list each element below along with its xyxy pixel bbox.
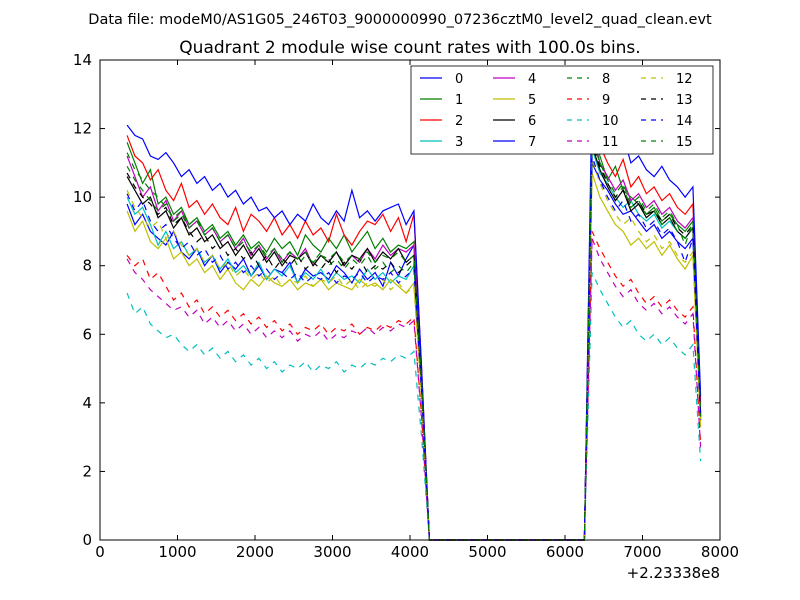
y-tick-label: 6 — [82, 325, 92, 343]
y-tick-label: 2 — [82, 462, 92, 480]
x-tick-label: 6000 — [546, 543, 584, 561]
legend-item-13: 13 — [641, 93, 693, 108]
y-tick-label: 10 — [73, 188, 92, 206]
x-tick-label: 7000 — [623, 543, 661, 561]
legend-item-10: 10 — [567, 114, 619, 129]
x-tick-label: 1000 — [158, 543, 196, 561]
series-line-9 — [126, 231, 702, 541]
x-axis-ticks: 0 1000 2000 3000 4000 5000 6000 7000 8000 — [95, 60, 739, 561]
series-line-14 — [126, 155, 702, 541]
legend-label: 1 — [455, 93, 463, 108]
series-line-1 — [126, 118, 702, 541]
x-tick-label: 0 — [95, 543, 105, 561]
series-line-8 — [126, 135, 702, 541]
legend-item-2: 2 — [420, 114, 463, 129]
y-tick-label: 12 — [73, 120, 92, 138]
legend-label: 15 — [676, 135, 693, 150]
plot-lines — [126, 85, 702, 541]
legend-label: 11 — [602, 135, 619, 150]
x-tick-label: 2000 — [236, 543, 274, 561]
x-tick-label: 8000 — [701, 543, 739, 561]
legend-label: 9 — [602, 93, 610, 108]
y-tick-label: 14 — [73, 51, 92, 69]
legend-item-3: 3 — [420, 135, 463, 150]
legend-label: 5 — [528, 93, 536, 108]
series-line-13 — [126, 142, 702, 541]
legend-item-8: 8 — [567, 72, 610, 87]
legend-item-0: 0 — [420, 72, 463, 87]
legend-item-9: 9 — [567, 93, 610, 108]
series-line-12 — [126, 159, 702, 541]
legend-item-4: 4 — [493, 72, 536, 87]
legend-label: 13 — [676, 93, 693, 108]
series-line-2 — [126, 111, 702, 541]
legend-label: 2 — [455, 114, 463, 129]
series-line-6 — [126, 145, 702, 541]
x-tick-label: 5000 — [468, 543, 506, 561]
legend-label: 3 — [455, 135, 463, 150]
series-line-7 — [126, 85, 702, 541]
legend-label: 6 — [528, 114, 536, 129]
legend-label: 8 — [602, 72, 610, 87]
legend-item-5: 5 — [493, 93, 536, 108]
x-axis-offset-label: +2.23338e8 — [627, 564, 720, 582]
series-line-10 — [126, 272, 702, 541]
legend-label: 4 — [528, 72, 536, 87]
x-tick-label: 4000 — [391, 543, 429, 561]
legend-item-12: 12 — [641, 72, 693, 87]
chart-suptitle: Data file: modeM0/AS1G05_246T03_90000009… — [88, 12, 712, 28]
y-tick-label: 0 — [82, 531, 92, 549]
chart-title: Quadrant 2 module wise count rates with … — [179, 38, 640, 58]
legend-label: 0 — [455, 72, 463, 87]
legend-item-14: 14 — [641, 114, 693, 129]
legend-item-1: 1 — [420, 93, 463, 108]
series-line-15 — [126, 138, 702, 541]
series-line-5 — [126, 172, 702, 541]
legend-item-7: 7 — [493, 135, 536, 150]
y-tick-label: 8 — [82, 257, 92, 275]
legend-item-15: 15 — [641, 135, 693, 150]
y-tick-label: 4 — [82, 394, 92, 412]
legend-item-6: 6 — [493, 114, 536, 129]
series-line-3 — [126, 148, 702, 541]
series-line-11 — [126, 238, 702, 541]
legend-box — [410, 65, 714, 155]
legend-label: 10 — [602, 114, 619, 129]
legend-label: 7 — [528, 135, 536, 150]
legend-item-11: 11 — [567, 135, 619, 150]
legend-label: 12 — [676, 72, 693, 87]
x-tick-label: 3000 — [313, 543, 351, 561]
legend-label: 14 — [676, 114, 693, 129]
